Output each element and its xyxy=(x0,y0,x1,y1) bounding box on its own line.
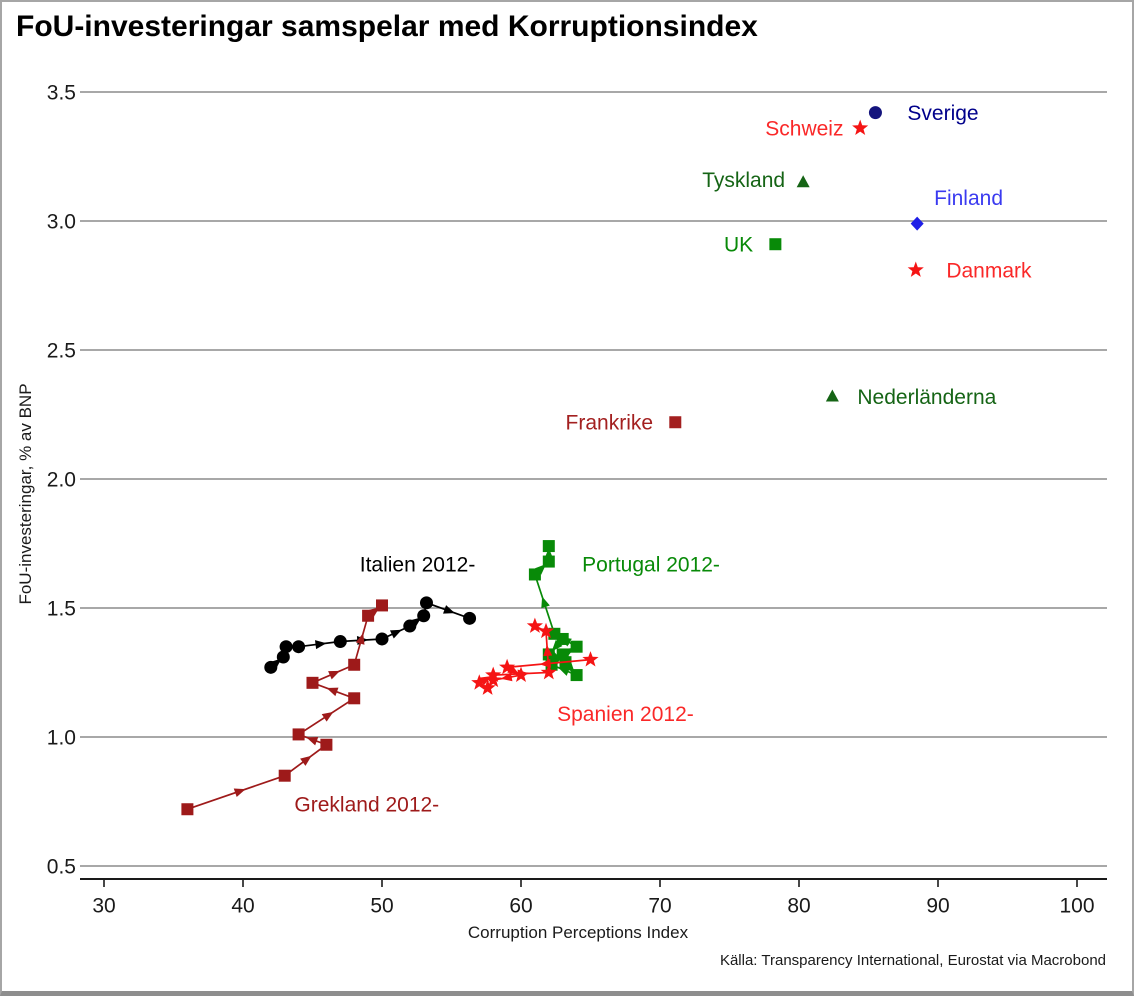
source-note: Källa: Transparency International, Euros… xyxy=(719,952,1106,969)
series-italien-arrow xyxy=(443,605,455,614)
series-spanien-marker xyxy=(485,666,502,682)
y-tick-label-2.0: 2.0 xyxy=(47,468,76,491)
chart-title: FoU-investeringar samspelar med Korrupti… xyxy=(16,10,758,43)
series-grekland-marker xyxy=(348,692,361,705)
series-grekland-arrow xyxy=(321,711,334,722)
x-tick-label-40: 40 xyxy=(231,894,254,917)
series-grekland-marker xyxy=(181,803,194,816)
y-tick-label-0.5: 0.5 xyxy=(47,855,76,878)
series-spanien-marker xyxy=(471,674,488,690)
series-grekland-marker xyxy=(278,769,291,782)
series-grekland-arrow xyxy=(355,632,365,645)
series-label-grekland: Grekland 2012- xyxy=(294,793,439,816)
y-tick-label-3.0: 3.0 xyxy=(47,210,76,233)
point-marker-sverige xyxy=(868,106,882,120)
series-spanien-marker xyxy=(479,679,496,695)
series-italien-marker xyxy=(403,619,417,633)
series-grekland-arrow xyxy=(326,687,339,697)
series-spanien-marker xyxy=(512,666,530,682)
x-tick-label-50: 50 xyxy=(370,894,393,917)
series-italien-marker xyxy=(463,611,477,625)
series-spanien-marker xyxy=(526,617,543,633)
series-grekland-arrow xyxy=(328,670,340,680)
x-tick-label-30: 30 xyxy=(92,894,115,917)
point-label-tyskland: Tyskland xyxy=(702,169,785,192)
series-italien-arrow xyxy=(409,617,422,628)
x-axis-title: Corruption Perceptions Index xyxy=(467,923,689,942)
series-grekland-marker xyxy=(320,738,333,751)
point-label-uk: UK xyxy=(724,234,753,257)
x-tick-label-70: 70 xyxy=(648,894,671,917)
series-italien-marker xyxy=(292,640,306,654)
y-tick-label-1.0: 1.0 xyxy=(47,726,76,749)
x-tick-label-60: 60 xyxy=(509,894,532,917)
series-grekland-marker xyxy=(348,658,361,671)
series-portugal-marker xyxy=(556,648,569,661)
series-portugal-marker xyxy=(570,640,583,653)
series-portugal-marker xyxy=(570,669,583,682)
y-axis-title: FoU-investeringar, % av BNP xyxy=(16,383,35,605)
point-marker-uk xyxy=(769,238,782,251)
point-marker-tyskland xyxy=(796,175,810,188)
point-label-finland: Finland xyxy=(934,187,1003,210)
y-tick-label-3.5: 3.5 xyxy=(47,81,76,104)
series-italien-arrow xyxy=(389,629,402,639)
x-tick-label-80: 80 xyxy=(787,894,810,917)
series-spanien-marker xyxy=(540,664,557,680)
series-label-italien: Italien 2012- xyxy=(360,553,476,576)
series-italien-marker xyxy=(375,632,389,646)
series-grekland-marker xyxy=(306,676,319,689)
series-grekland-marker xyxy=(376,599,388,612)
series-portugal-marker xyxy=(548,627,561,640)
series-portugal-arrow xyxy=(551,640,563,652)
point-marker-nederlanderna xyxy=(825,389,839,402)
series-spanien-marker xyxy=(499,658,516,675)
series-spanien-marker xyxy=(485,671,502,688)
series-italien-marker xyxy=(264,660,278,674)
series-spanien-arrow xyxy=(539,658,551,668)
series-grekland-arrow xyxy=(306,736,319,746)
series-italien-marker xyxy=(417,609,431,623)
series-spanien-arrow xyxy=(543,644,553,657)
point-label-frankrike: Frankrike xyxy=(566,412,654,435)
series-grekland-arrow xyxy=(233,788,246,798)
series-portugal-marker xyxy=(542,555,555,568)
y-tick-label-1.5: 1.5 xyxy=(47,597,76,620)
series-grekland-marker xyxy=(362,609,375,622)
series-grekland-arrow xyxy=(300,755,312,766)
series-italien-marker xyxy=(276,650,290,664)
series-portugal-marker xyxy=(542,540,555,553)
point-label-schweiz: Schweiz xyxy=(765,117,843,140)
series-italien-marker xyxy=(419,596,433,610)
series-portugal-arrow xyxy=(541,596,550,609)
series-label-portugal: Portugal 2012- xyxy=(582,553,720,576)
x-tick-label-100: 100 xyxy=(1059,894,1094,917)
series-portugal-marker xyxy=(528,568,541,581)
point-label-sverige: Sverige xyxy=(907,102,978,125)
x-tick-label-90: 90 xyxy=(926,894,949,917)
point-label-danmark: Danmark xyxy=(946,259,1032,282)
point-marker-frankrike xyxy=(669,416,682,429)
series-italien-marker xyxy=(279,640,293,654)
point-marker-schweiz xyxy=(852,119,869,135)
series-italien-marker xyxy=(333,635,347,649)
series-grekland-marker xyxy=(292,728,305,741)
point-marker-danmark xyxy=(907,261,924,277)
point-label-nederlanderna: Nederländerna xyxy=(857,386,996,409)
series-italien-arrow xyxy=(314,640,327,650)
series-spanien-marker xyxy=(537,622,555,639)
y-tick-label-2.5: 2.5 xyxy=(47,339,76,362)
series-label-spanien: Spanien 2012- xyxy=(557,703,694,726)
series-spanien-marker xyxy=(582,651,599,667)
series-spanien-arrow xyxy=(500,672,513,682)
series-portugal-arrow xyxy=(558,667,571,676)
point-marker-finland xyxy=(910,216,924,231)
